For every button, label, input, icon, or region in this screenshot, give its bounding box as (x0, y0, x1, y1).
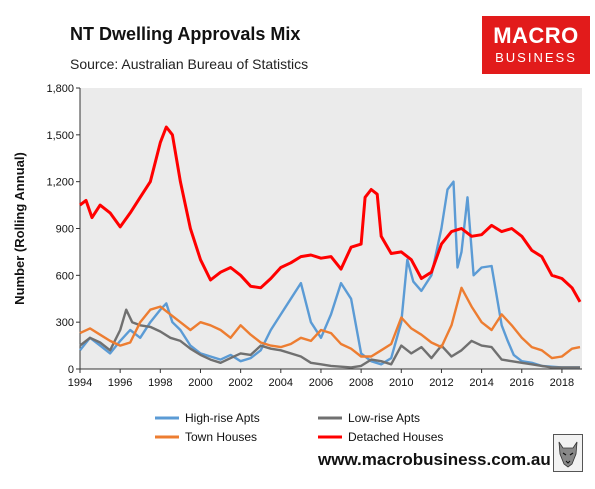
macrobusiness-logo: MACRO BUSINESS (482, 16, 590, 74)
y-axis-label: Number (Rolling Annual) (12, 152, 27, 305)
series-line-high-rise-apts (79, 180, 580, 369)
y-tick-label: 1,200 (46, 177, 74, 189)
y-tick-label: 600 (56, 270, 74, 282)
y-tick-label: 900 (56, 224, 74, 236)
x-tick-label: 2002 (228, 377, 252, 389)
x-tick-label: 2006 (309, 377, 333, 389)
chart-subtitle: Source: Australian Bureau of Statistics (70, 56, 309, 72)
x-tick-label: 2014 (469, 377, 493, 389)
x-tick-label: 1996 (108, 377, 132, 389)
y-tick-label: 300 (56, 317, 74, 329)
x-tick-label: 2000 (188, 377, 212, 389)
series-line-low-rise-apts (79, 308, 580, 369)
x-tick-label: 2018 (550, 377, 574, 389)
series-line-detached-houses (79, 125, 582, 303)
chart-title: NT Dwelling Approvals Mix (70, 24, 301, 44)
x-tick-label: 2012 (429, 377, 453, 389)
y-tick-label: 1,500 (46, 130, 74, 142)
wolf-icon (553, 434, 583, 472)
x-tick-label: 2004 (269, 377, 293, 389)
legend-entry: Detached Houses (348, 430, 443, 444)
legend-entry: Low-rise Apts (348, 411, 420, 425)
x-tick-label: 1998 (148, 377, 172, 389)
x-tick-label: 2008 (349, 377, 373, 389)
legend-entry: Town Houses (185, 430, 257, 444)
x-tick-label: 1994 (68, 377, 92, 389)
website-url: www.macrobusiness.com.au (318, 450, 551, 469)
logo-line-2: BUSINESS (495, 50, 577, 65)
y-tick-label: 1,800 (46, 83, 74, 95)
logo-line-1: MACRO (493, 23, 579, 48)
y-tick-label: 0 (68, 364, 74, 376)
x-tick-label: 2016 (510, 377, 534, 389)
series-line-town-houses (79, 286, 581, 360)
legend-entry: High-rise Apts (185, 411, 260, 425)
x-tick-label: 2010 (389, 377, 413, 389)
